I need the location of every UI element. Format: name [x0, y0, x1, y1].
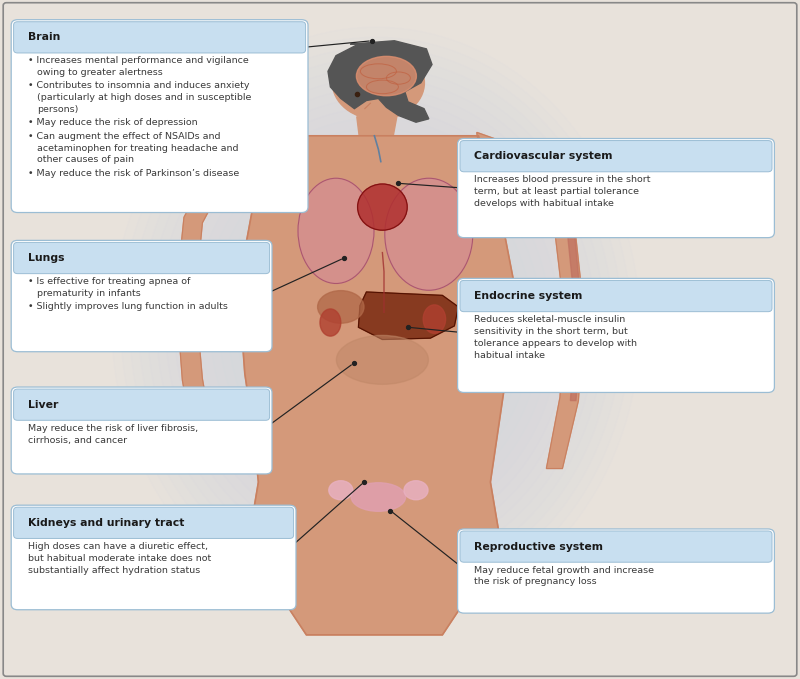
- Polygon shape: [176, 132, 278, 458]
- FancyBboxPatch shape: [11, 387, 272, 474]
- FancyBboxPatch shape: [458, 139, 774, 238]
- Text: • Slightly improves lung function in adults: • Slightly improves lung function in adu…: [28, 302, 228, 311]
- Text: May reduce fetal growth and increase: May reduce fetal growth and increase: [474, 566, 654, 574]
- Text: Brain: Brain: [28, 33, 60, 42]
- Text: but habitual moderate intake does not: but habitual moderate intake does not: [28, 554, 211, 563]
- Text: acetaminophen for treating headache and: acetaminophen for treating headache and: [37, 143, 238, 153]
- Text: • May reduce the risk of depression: • May reduce the risk of depression: [28, 118, 198, 128]
- FancyBboxPatch shape: [11, 20, 308, 213]
- Ellipse shape: [423, 305, 446, 333]
- FancyBboxPatch shape: [14, 389, 270, 420]
- Text: High doses can have a diuretic effect,: High doses can have a diuretic effect,: [28, 542, 208, 551]
- Text: tolerance appears to develop with: tolerance appears to develop with: [474, 339, 638, 348]
- FancyBboxPatch shape: [460, 531, 772, 562]
- Text: substantially affect hydration status: substantially affect hydration status: [28, 566, 200, 574]
- Text: Cardiovascular system: Cardiovascular system: [474, 151, 613, 161]
- Ellipse shape: [358, 184, 407, 230]
- Text: • Increases mental performance and vigilance: • Increases mental performance and vigil…: [28, 56, 249, 65]
- Polygon shape: [357, 117, 397, 143]
- FancyBboxPatch shape: [460, 141, 772, 172]
- Ellipse shape: [385, 178, 473, 291]
- Polygon shape: [477, 132, 584, 469]
- Ellipse shape: [351, 483, 406, 511]
- Text: term, but at least partial tolerance: term, but at least partial tolerance: [474, 187, 639, 196]
- Ellipse shape: [320, 309, 341, 336]
- Text: Liver: Liver: [28, 400, 58, 409]
- Text: owing to greater alertness: owing to greater alertness: [37, 69, 162, 77]
- Ellipse shape: [337, 335, 429, 384]
- FancyBboxPatch shape: [458, 529, 774, 613]
- Text: Endocrine system: Endocrine system: [474, 291, 582, 301]
- FancyBboxPatch shape: [14, 242, 270, 274]
- Text: prematurity in infants: prematurity in infants: [37, 289, 141, 298]
- Text: Lungs: Lungs: [28, 253, 65, 263]
- Text: other causes of pain: other causes of pain: [37, 155, 134, 164]
- Text: Reduces skeletal-muscle insulin: Reduces skeletal-muscle insulin: [474, 315, 626, 324]
- Text: May reduce the risk of liver fibrosis,: May reduce the risk of liver fibrosis,: [28, 424, 198, 433]
- FancyBboxPatch shape: [14, 22, 306, 53]
- Text: • Contributes to insomnia and induces anxiety: • Contributes to insomnia and induces an…: [28, 81, 250, 90]
- Ellipse shape: [357, 56, 417, 96]
- Ellipse shape: [329, 481, 353, 500]
- Ellipse shape: [333, 46, 425, 120]
- Ellipse shape: [298, 178, 374, 284]
- Text: (particularly at high doses and in susceptible: (particularly at high doses and in susce…: [37, 93, 251, 103]
- Text: Reproductive system: Reproductive system: [474, 542, 603, 551]
- Polygon shape: [328, 41, 432, 122]
- Text: • Can augment the effect of NSAIDs and: • Can augment the effect of NSAIDs and: [28, 132, 221, 141]
- FancyBboxPatch shape: [11, 240, 272, 352]
- Text: the risk of pregnancy loss: the risk of pregnancy loss: [474, 577, 597, 587]
- Text: • Is effective for treating apnea of: • Is effective for treating apnea of: [28, 277, 190, 286]
- FancyBboxPatch shape: [14, 507, 294, 538]
- Ellipse shape: [318, 291, 364, 323]
- Text: Increases blood pressure in the short: Increases blood pressure in the short: [474, 175, 651, 184]
- Polygon shape: [238, 136, 514, 635]
- FancyBboxPatch shape: [458, 278, 774, 392]
- Text: persons): persons): [37, 105, 78, 114]
- Text: develops with habitual intake: develops with habitual intake: [474, 199, 614, 208]
- Polygon shape: [358, 292, 458, 340]
- Polygon shape: [528, 166, 582, 401]
- Text: cirrhosis, and cancer: cirrhosis, and cancer: [28, 436, 127, 445]
- Text: Kidneys and urinary tract: Kidneys and urinary tract: [28, 518, 184, 528]
- Ellipse shape: [404, 481, 428, 500]
- FancyBboxPatch shape: [460, 280, 772, 312]
- FancyBboxPatch shape: [11, 505, 296, 610]
- Text: • May reduce the risk of Parkinson’s disease: • May reduce the risk of Parkinson’s dis…: [28, 168, 239, 178]
- Text: habitual intake: habitual intake: [474, 350, 546, 360]
- Text: sensitivity in the short term, but: sensitivity in the short term, but: [474, 327, 628, 336]
